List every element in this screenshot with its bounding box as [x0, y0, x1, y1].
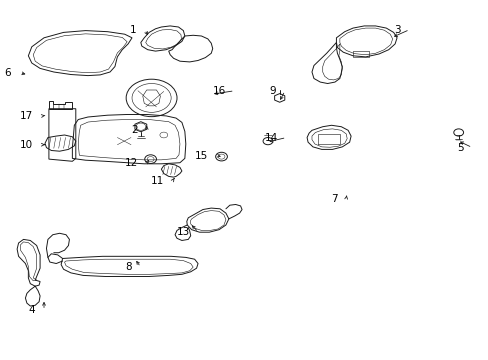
- Text: 10: 10: [20, 140, 33, 150]
- Text: 17: 17: [20, 111, 33, 121]
- Text: 1: 1: [129, 24, 136, 35]
- Text: 5: 5: [456, 143, 463, 153]
- Text: 6: 6: [4, 68, 11, 78]
- Text: 12: 12: [124, 158, 138, 168]
- Text: 11: 11: [150, 176, 163, 186]
- Text: 16: 16: [212, 86, 225, 96]
- Text: 13: 13: [176, 227, 189, 237]
- Text: 4: 4: [28, 305, 35, 315]
- Text: 14: 14: [264, 132, 277, 143]
- Text: 8: 8: [125, 262, 132, 272]
- Text: 15: 15: [194, 150, 207, 161]
- Text: 9: 9: [269, 86, 276, 96]
- Text: 3: 3: [393, 24, 400, 35]
- Text: 7: 7: [330, 194, 337, 204]
- Text: 2: 2: [131, 125, 138, 135]
